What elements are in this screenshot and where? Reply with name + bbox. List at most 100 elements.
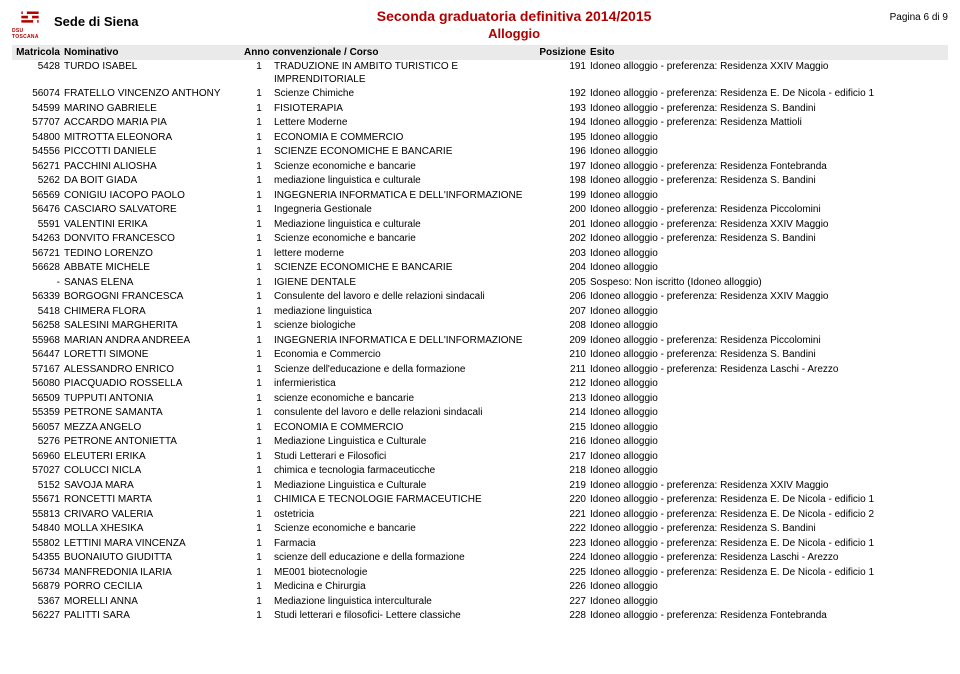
cell-nominativo: SAVOJA MARA (64, 480, 244, 493)
cell-matricola: 5418 (12, 306, 64, 319)
table-row: 56074FRATELLO VINCENZO ANTHONY1Scienze C… (12, 87, 948, 102)
table-row: 57167ALESSANDRO ENRICO1Scienze dell'educ… (12, 363, 948, 378)
table-row: 54599MARINO GABRIELE1FISIOTERAPIA193Idon… (12, 102, 948, 117)
table-row: 54263DONVITO FRANCESCO1Scienze economich… (12, 232, 948, 247)
cell-nominativo: CRIVARO VALERIA (64, 509, 244, 522)
cell-anno: 1 (244, 262, 274, 275)
page-number: Pagina 6 di 9 (890, 12, 948, 23)
cell-esito: Idoneo alloggio (590, 146, 948, 159)
cell-anno: 1 (244, 581, 274, 594)
table-row: 56721TEDINO LORENZO1lettere moderne203Id… (12, 247, 948, 262)
cell-anno: 1 (244, 335, 274, 348)
cell-esito: Idoneo alloggio (590, 190, 948, 203)
cell-esito: Idoneo alloggio (590, 248, 948, 261)
cell-matricola: 56080 (12, 378, 64, 391)
table-row: 56569CONIGIU IACOPO PAOLO1INGEGNERIA INF… (12, 189, 948, 204)
cell-corso: FISIOTERAPIA (274, 103, 536, 116)
cell-posizione: 202 (536, 233, 590, 246)
cell-esito: Idoneo alloggio (590, 581, 948, 594)
cell-corso: mediazione linguistica (274, 306, 536, 319)
cell-esito: Idoneo alloggio - preferenza: Residenza … (590, 509, 948, 522)
cell-anno: 1 (244, 567, 274, 580)
cell-corso: lettere moderne (274, 248, 536, 261)
cell-corso: ME001 biotecnologie (274, 567, 536, 580)
cell-posizione: 216 (536, 436, 590, 449)
table-row: 55671RONCETTI MARTA1CHIMICA E TECNOLOGIE… (12, 493, 948, 508)
table-row: 56509TUPPUTI ANTONIA1scienze economiche … (12, 392, 948, 407)
cell-nominativo: MANFREDONIA ILARIA (64, 567, 244, 580)
cell-matricola: 56339 (12, 291, 64, 304)
table-body: 5428TURDO ISABEL1TRADUZIONE IN AMBITO TU… (12, 60, 948, 624)
cell-nominativo: TEDINO LORENZO (64, 248, 244, 261)
cell-matricola: 54355 (12, 552, 64, 565)
cell-anno: 1 (244, 393, 274, 406)
cell-anno: 1 (244, 190, 274, 203)
cell-matricola: 55813 (12, 509, 64, 522)
cell-nominativo: BUONAIUTO GIUDITTA (64, 552, 244, 565)
cell-anno: 1 (244, 407, 274, 420)
table-row: 56447LORETTI SIMONE1Economia e Commercio… (12, 348, 948, 363)
logo: DSU TOSCANA (12, 8, 48, 40)
cell-esito: Idoneo alloggio - preferenza: Residenza … (590, 291, 948, 304)
cell-esito: Idoneo alloggio (590, 378, 948, 391)
cell-matricola: 5152 (12, 480, 64, 493)
cell-esito: Idoneo alloggio (590, 436, 948, 449)
cell-corso: ostetricia (274, 509, 536, 522)
cell-nominativo: CONIGIU IACOPO PAOLO (64, 190, 244, 203)
cell-posizione: 206 (536, 291, 590, 304)
cell-posizione: 210 (536, 349, 590, 362)
table-row: 54840MOLLA XHESIKA1Scienze economiche e … (12, 522, 948, 537)
cell-anno: 1 (244, 61, 274, 86)
cell-posizione: 199 (536, 190, 590, 203)
cell-corso: INGEGNERIA INFORMATICA E DELL'INFORMAZIO… (274, 335, 536, 348)
cell-matricola: 5591 (12, 219, 64, 232)
cell-matricola: 55802 (12, 538, 64, 551)
cell-corso: ECONOMIA E COMMERCIO (274, 422, 536, 435)
table-row: 54355BUONAIUTO GIUDITTA1scienze dell edu… (12, 551, 948, 566)
table-row: 54556PICCOTTI DANIELE1SCIENZE ECONOMICHE… (12, 145, 948, 160)
cell-anno: 1 (244, 523, 274, 536)
table-row: 5418CHIMERA FLORA1mediazione linguistica… (12, 305, 948, 320)
cell-matricola: 55671 (12, 494, 64, 507)
cell-posizione: 192 (536, 88, 590, 101)
cell-matricola: 56721 (12, 248, 64, 261)
cell-posizione: 194 (536, 117, 590, 130)
cell-esito: Idoneo alloggio - preferenza: Residenza … (590, 233, 948, 246)
cell-posizione: 211 (536, 364, 590, 377)
cell-matricola: 54263 (12, 233, 64, 246)
cell-corso: SCIENZE ECONOMICHE E BANCARIE (274, 262, 536, 275)
cell-posizione: 193 (536, 103, 590, 116)
cell-anno: 1 (244, 306, 274, 319)
table-row: 56258SALESINI MARGHERITA1scienze biologi… (12, 319, 948, 334)
cell-esito: Idoneo alloggio - preferenza: Residenza … (590, 175, 948, 188)
cell-nominativo: PIACQUADIO ROSSELLA (64, 378, 244, 391)
cell-nominativo: ABBATE MICHELE (64, 262, 244, 275)
cell-nominativo: PETRONE ANTONIETTA (64, 436, 244, 449)
cell-posizione: 195 (536, 132, 590, 145)
cell-esito: Idoneo alloggio - preferenza: Residenza … (590, 523, 948, 536)
cell-esito: Idoneo alloggio - preferenza: Residenza … (590, 364, 948, 377)
cell-nominativo: MARIAN ANDRA ANDREEA (64, 335, 244, 348)
cell-nominativo: DA BOIT GIADA (64, 175, 244, 188)
cell-posizione: 221 (536, 509, 590, 522)
cell-corso: Scienze dell'educazione e della formazio… (274, 364, 536, 377)
table-row: 55968MARIAN ANDRA ANDREEA1INGEGNERIA INF… (12, 334, 948, 349)
cell-matricola: 56227 (12, 610, 64, 623)
cell-nominativo: TURDO ISABEL (64, 61, 244, 86)
cell-corso: CHIMICA E TECNOLOGIE FARMACEUTICHE (274, 494, 536, 507)
cell-posizione: 201 (536, 219, 590, 232)
cell-posizione: 220 (536, 494, 590, 507)
logo-text: DSU TOSCANA (12, 28, 48, 40)
cell-nominativo: ELEUTERI ERIKA (64, 451, 244, 464)
table-row: 56271PACCHINI ALIOSHA1Scienze economiche… (12, 160, 948, 175)
title-main: Seconda graduatoria definitiva 2014/2015 (139, 8, 890, 24)
cell-posizione: 197 (536, 161, 590, 174)
cell-posizione: 200 (536, 204, 590, 217)
cell-anno: 1 (244, 436, 274, 449)
cell-esito: Idoneo alloggio (590, 262, 948, 275)
cell-posizione: 191 (536, 61, 590, 86)
cell-anno: 1 (244, 480, 274, 493)
col-header-nominativo: Nominativo (64, 47, 244, 58)
cell-corso: Studi Letterari e Filosofici (274, 451, 536, 464)
cell-posizione: 219 (536, 480, 590, 493)
